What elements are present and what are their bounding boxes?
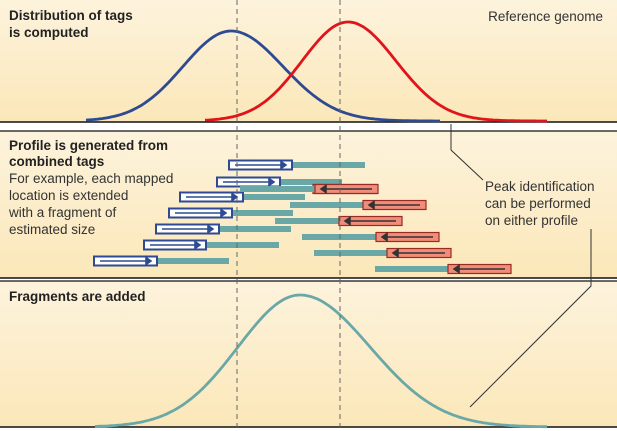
reverse-arrow-icon (319, 183, 372, 195)
reverse-arrow-icon (391, 247, 445, 259)
annotation-line-2: can be performed (485, 196, 591, 211)
reference-genome-label: Reference genome (488, 9, 603, 24)
middle-desc-line-2: location is extended (9, 188, 128, 203)
forward-fragment-extension (219, 226, 291, 232)
bottom-panel-title: Fragments are added (9, 289, 146, 304)
reverse-arrow-icon (380, 231, 433, 243)
forward-arrow-icon (235, 159, 288, 171)
forward-tag-distribution-curve (85, 29, 440, 123)
forward-fragment-extension (157, 258, 229, 264)
reverse-arrow-icon (367, 199, 420, 211)
annotation-line-1: Peak identification (485, 179, 595, 194)
middle-desc-line-1: For example, each mapped (9, 171, 173, 186)
middle-title-line-1: Profile is generated from (9, 138, 168, 153)
reverse-tag-distribution-curve (204, 20, 547, 123)
peak-identification-annotation: Peak identification can be performed on … (485, 179, 598, 228)
annotation-line-3: on either profile (485, 213, 578, 228)
forward-fragment-extension (232, 210, 293, 216)
top-title-line-1: Distribution of tags (9, 8, 133, 23)
middle-desc-line-4: estimated size (9, 222, 95, 237)
forward-arrow-icon (186, 191, 239, 203)
middle-desc-line-3: with a fragment of (8, 205, 117, 220)
top-title-line-2: is computed (9, 25, 89, 40)
reverse-fragment-extension (314, 250, 387, 256)
callout-line-lower (469, 229, 592, 408)
forward-arrow-icon (223, 176, 276, 188)
forward-fragment-extension (206, 242, 279, 248)
middle-title-line-2: combined tags (9, 154, 104, 169)
forward-fragment-extension (292, 162, 365, 168)
reverse-arrow-icon (343, 215, 396, 227)
top-panel-title: Distribution of tags is computed (9, 8, 137, 40)
panel-top-bg (0, 0, 617, 122)
forward-arrow-icon (175, 207, 228, 219)
mapped-tags-group (93, 159, 512, 275)
forward-arrow-icon (162, 223, 215, 235)
reverse-fragment-extension (290, 202, 363, 208)
forward-arrow-icon (100, 255, 153, 267)
panel-bottom-bg (0, 281, 617, 427)
forward-fragment-extension (243, 194, 305, 200)
reverse-arrow-icon (452, 263, 505, 275)
middle-panel-description: For example, each mapped location is ext… (8, 171, 177, 237)
reverse-fragment-extension (275, 218, 339, 224)
reverse-fragment-extension (302, 234, 376, 240)
forward-fragment-extension (280, 179, 342, 185)
combined-fragment-profile-curve (95, 293, 547, 429)
reverse-fragment-extension (375, 266, 448, 272)
callout-line-upper (450, 124, 484, 181)
middle-panel-title: Profile is generated from combined tags (9, 138, 172, 169)
forward-arrow-icon (150, 239, 202, 251)
reverse-fragment-extension (253, 186, 315, 192)
